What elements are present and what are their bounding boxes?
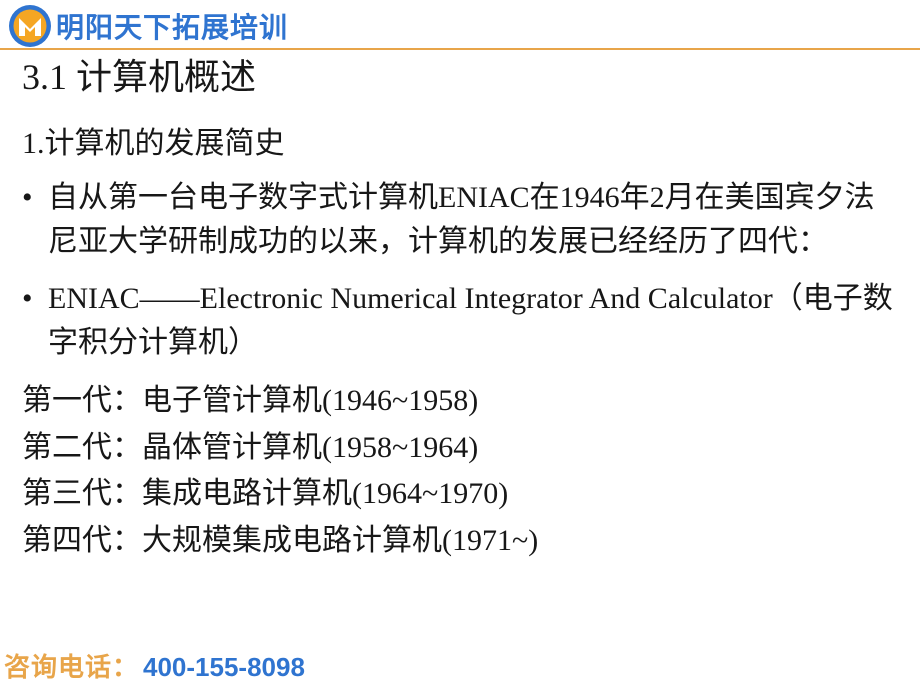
brand-logo-icon <box>8 4 52 48</box>
bullet-2: • ENIAC——Electronic Numerical Integrator… <box>22 277 898 364</box>
brand-text: 明阳天下拓展培训 <box>56 6 288 46</box>
header-logo-row: 明阳天下拓展培训 <box>8 4 288 48</box>
generation-1: 第一代：电子管计算机(1946~1958) <box>22 378 898 425</box>
footer-phone: 400-155-8098 <box>143 652 305 683</box>
footer-contact: 咨询电话： 400-155-8098 <box>4 647 305 684</box>
slide-content: 3.1 计算机概述 1.计算机的发展简史 • 自从第一台电子数字式计算机ENIA… <box>22 56 898 564</box>
generation-3: 第三代：集成电路计算机(1964~1970) <box>22 471 898 518</box>
bullet-2-text: ENIAC——Electronic Numerical Integrator A… <box>48 277 898 364</box>
bullet-1-text: 自从第一台电子数字式计算机ENIAC在1946年2月在美国宾夕法尼亚大学研制成功… <box>48 176 898 263</box>
footer-label: 咨询电话： <box>4 647 139 684</box>
bullet-1: • 自从第一台电子数字式计算机ENIAC在1946年2月在美国宾夕法尼亚大学研制… <box>22 176 898 263</box>
generation-4: 第四代：大规模集成电路计算机(1971~) <box>22 518 898 565</box>
bullet-dot-icon: • <box>22 277 48 321</box>
section-title: 3.1 计算机概述 <box>22 48 898 100</box>
generation-2: 第二代：晶体管计算机(1958~1964) <box>22 425 898 472</box>
bullet-dot-icon: • <box>22 176 48 220</box>
subheading: 1.计算机的发展简史 <box>22 118 898 162</box>
